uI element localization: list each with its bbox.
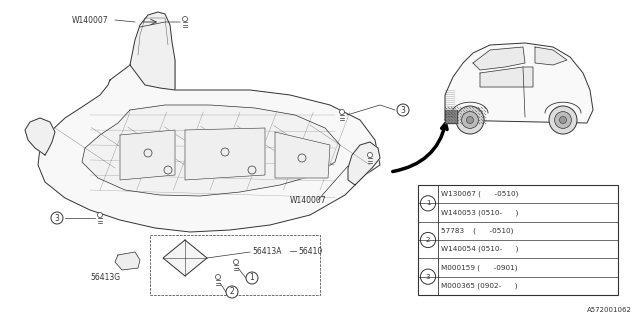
Circle shape xyxy=(97,212,102,218)
Polygon shape xyxy=(535,47,567,65)
Polygon shape xyxy=(130,12,175,90)
Circle shape xyxy=(339,109,344,115)
Circle shape xyxy=(246,272,258,284)
Text: 57783    (      -0510): 57783 ( -0510) xyxy=(441,228,513,234)
Bar xyxy=(418,185,618,295)
Text: A572001062: A572001062 xyxy=(587,307,632,313)
Circle shape xyxy=(549,106,577,134)
Text: 56413A: 56413A xyxy=(252,246,282,255)
Circle shape xyxy=(467,116,474,124)
Text: 1: 1 xyxy=(250,274,254,283)
Polygon shape xyxy=(38,55,380,232)
Circle shape xyxy=(456,106,484,134)
Circle shape xyxy=(216,275,221,279)
Polygon shape xyxy=(163,240,207,276)
Text: 3: 3 xyxy=(54,213,60,222)
Polygon shape xyxy=(120,130,175,180)
Text: 1: 1 xyxy=(426,200,430,206)
Polygon shape xyxy=(348,142,380,185)
Text: 2: 2 xyxy=(426,237,430,243)
Text: W140007: W140007 xyxy=(290,196,326,204)
Polygon shape xyxy=(473,47,525,70)
Text: 2: 2 xyxy=(230,287,234,297)
Circle shape xyxy=(420,196,436,211)
Text: 56413G: 56413G xyxy=(90,274,120,283)
Circle shape xyxy=(234,260,239,265)
Polygon shape xyxy=(115,252,140,270)
Circle shape xyxy=(420,232,436,248)
Polygon shape xyxy=(25,118,55,155)
Circle shape xyxy=(555,112,572,128)
Circle shape xyxy=(367,153,372,157)
Text: M000159 (      -0901): M000159 ( -0901) xyxy=(441,264,518,271)
Polygon shape xyxy=(185,128,265,180)
Text: W140054 (0510-      ): W140054 (0510- ) xyxy=(441,246,518,252)
Circle shape xyxy=(397,104,409,116)
Polygon shape xyxy=(445,43,593,123)
Polygon shape xyxy=(445,110,457,123)
Circle shape xyxy=(559,116,566,124)
Circle shape xyxy=(461,112,479,128)
Polygon shape xyxy=(82,105,340,196)
Polygon shape xyxy=(275,132,330,178)
Text: 3: 3 xyxy=(426,274,430,280)
Circle shape xyxy=(226,286,238,298)
Text: W140007: W140007 xyxy=(72,15,109,25)
Circle shape xyxy=(182,17,188,21)
Text: W140053 (0510-      ): W140053 (0510- ) xyxy=(441,209,518,216)
Circle shape xyxy=(51,212,63,224)
Polygon shape xyxy=(480,67,533,87)
Text: M000365 (0902-      ): M000365 (0902- ) xyxy=(441,283,518,289)
Circle shape xyxy=(420,269,436,284)
Text: 3: 3 xyxy=(401,106,405,115)
Text: W130067 (      -0510): W130067 ( -0510) xyxy=(441,191,518,197)
Text: 56410: 56410 xyxy=(298,246,323,255)
